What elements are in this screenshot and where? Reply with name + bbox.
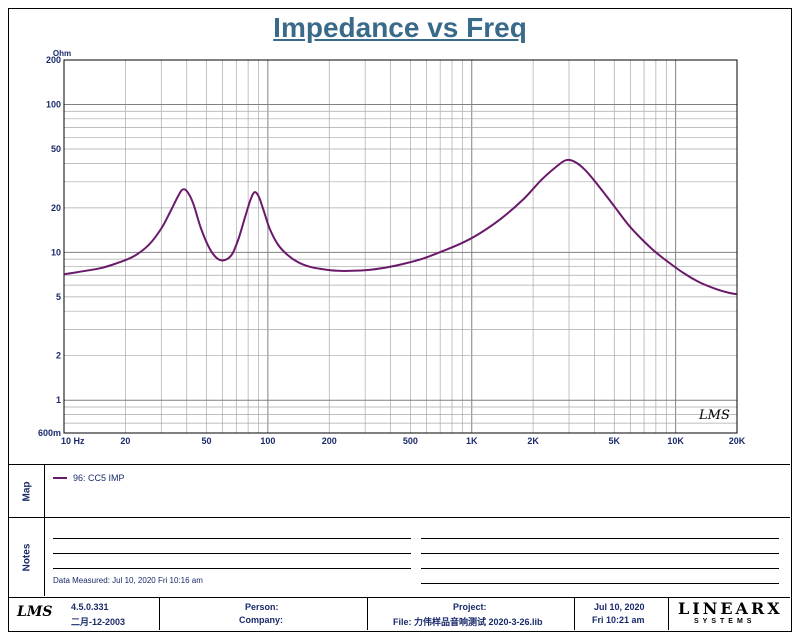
footer-brand-cell: LINEARX SYSTEMS [668, 598, 790, 630]
build-date-text: 二月-12-2003 [71, 617, 126, 627]
x-tick-label: 10 Hz [61, 436, 85, 446]
map-entry: 96: CC5 IMP [53, 473, 125, 483]
project-label: Project: [453, 602, 487, 612]
x-tick-label: 10K [667, 436, 684, 446]
note-line [421, 568, 779, 569]
date-text: Jul 10, 2020 [594, 602, 645, 612]
company-label: Company: [239, 615, 284, 625]
linearx-logo: LINEARX [678, 599, 783, 618]
systems-text: SYSTEMS [694, 618, 756, 625]
plot-background [64, 60, 737, 433]
note-line [421, 538, 779, 539]
version-text: 4.5.0.331 [71, 602, 109, 612]
lms-logo: LMS [17, 604, 53, 620]
map-panel: Map 96: CC5 IMP [9, 464, 790, 517]
x-tick-label: 50 [201, 436, 211, 446]
note-line [421, 553, 779, 554]
y-tick-label: 1 [56, 395, 61, 405]
x-tick-label: 20 [120, 436, 130, 446]
y-tick-label: 100 [46, 100, 61, 110]
x-tick-label: 100 [260, 436, 275, 446]
data-measured-text: Data Measured: Jul 10, 2020 Fri 10:16 am [53, 576, 203, 585]
y-tick-label: 2 [56, 351, 61, 361]
footer-version-cell: LMS 4.5.0.331 二月-12-2003 [9, 598, 160, 630]
map-entry-label: 96: CC5 IMP [73, 473, 125, 483]
file-text: File: 力伟样品音响测试 2020-3-26.lib [393, 617, 543, 627]
y-tick-label: 10 [51, 247, 61, 257]
notes-panel: Notes Data Measured: Jul 10, 2020 Fri 10… [9, 517, 790, 596]
footer-date-cell: Jul 10, 2020 Fri 10:21 am [574, 598, 669, 630]
footer-project-cell: Project: File: 力伟样品音响测试 2020-3-26.lib [367, 598, 575, 630]
y-tick-label: 200 [46, 55, 61, 65]
note-line [53, 568, 411, 569]
y-tick-label: 50 [51, 144, 61, 154]
note-line [53, 553, 411, 554]
note-line [421, 583, 779, 584]
footer-person-cell: Person: Company: [159, 598, 368, 630]
y-tick-label: 600m [38, 428, 61, 438]
notes-side-label: Notes [9, 518, 45, 596]
chart-title: Impedance vs Freq [273, 12, 527, 43]
person-label: Person: [245, 602, 279, 612]
chart-area: Ohm 600m 1 2 5 10 20 50 100 200 10 Hz 20 50 100 200 500… [9, 9, 790, 461]
footer-bar: LMS 4.5.0.331 二月-12-2003 Person: Company… [9, 597, 790, 630]
x-tick-label: 200 [322, 436, 337, 446]
x-tick-label: 500 [403, 436, 418, 446]
y-unit-label: Ohm [53, 49, 71, 58]
note-line [53, 538, 411, 539]
series-swatch [53, 477, 67, 479]
map-side-label: Map [9, 465, 45, 517]
series-line-impedance [63, 158, 738, 296]
impedance-chart: Ohm 600m 1 2 5 10 20 50 100 200 10 Hz 20 50 100 200 500… [38, 49, 746, 446]
x-tick-label: 1K [466, 436, 478, 446]
x-tick-label: 5K [608, 436, 620, 446]
lms-watermark: LMS [698, 408, 730, 423]
x-tick-label: 2K [527, 436, 539, 446]
x-tick-label: 20K [729, 436, 746, 446]
y-tick-label: 5 [56, 292, 61, 302]
plot-border [63, 59, 738, 434]
time-text: Fri 10:21 am [592, 615, 645, 625]
y-tick-label: 20 [51, 203, 61, 213]
